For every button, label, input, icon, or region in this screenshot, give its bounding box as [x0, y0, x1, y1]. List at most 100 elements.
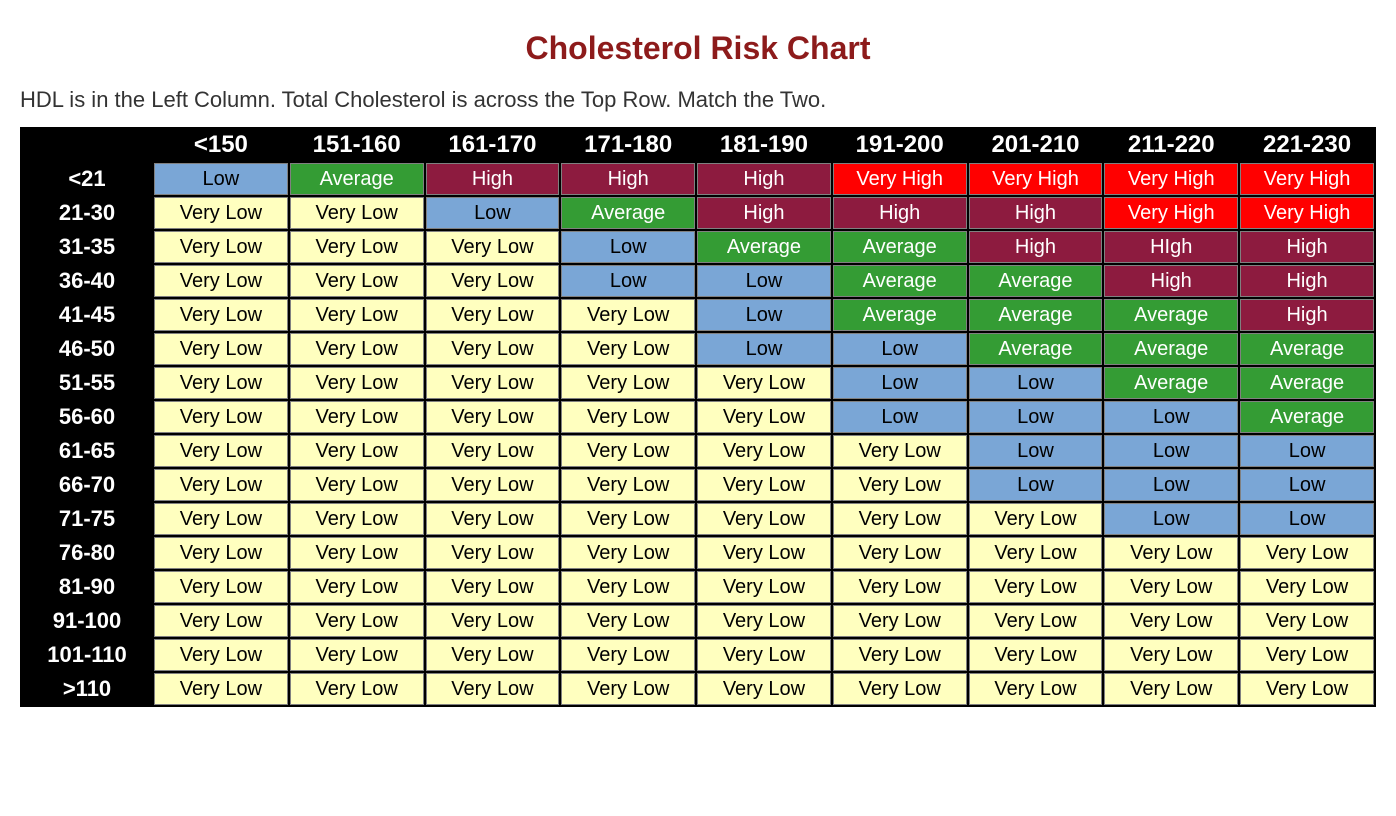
- risk-cell: Very Low: [154, 673, 288, 705]
- risk-cell: Very Low: [561, 639, 695, 671]
- col-header: 221-230: [1240, 129, 1374, 161]
- risk-table: <150151-160161-170171-180181-190191-2002…: [20, 127, 1376, 707]
- risk-cell: Very Low: [697, 503, 831, 535]
- risk-cell: Very Low: [697, 605, 831, 637]
- risk-cell: High: [1240, 231, 1374, 263]
- row-header: 81-90: [22, 571, 152, 603]
- risk-cell: Very Low: [1240, 639, 1374, 671]
- risk-cell: Very Low: [426, 401, 560, 433]
- risk-cell: Low: [833, 333, 967, 365]
- risk-cell: Very Low: [154, 537, 288, 569]
- risk-cell: Average: [1104, 367, 1238, 399]
- risk-cell: Very Low: [154, 231, 288, 263]
- risk-cell: Low: [697, 265, 831, 297]
- table-row: 101-110Very LowVery LowVery LowVery LowV…: [22, 639, 1374, 671]
- risk-cell: Average: [969, 299, 1103, 331]
- col-header: 161-170: [426, 129, 560, 161]
- risk-cell: Very Low: [154, 401, 288, 433]
- risk-cell: Average: [1104, 299, 1238, 331]
- risk-cell: Very Low: [561, 299, 695, 331]
- risk-cell: Low: [1240, 435, 1374, 467]
- row-header: 51-55: [22, 367, 152, 399]
- table-row: >110Very LowVery LowVery LowVery LowVery…: [22, 673, 1374, 705]
- risk-cell: Very Low: [426, 299, 560, 331]
- risk-cell: Very Low: [290, 571, 424, 603]
- risk-cell: Very Low: [154, 265, 288, 297]
- risk-cell: Very Low: [426, 265, 560, 297]
- risk-cell: High: [1240, 265, 1374, 297]
- risk-cell: Very Low: [290, 333, 424, 365]
- risk-cell: Very Low: [697, 537, 831, 569]
- risk-cell: High: [833, 197, 967, 229]
- risk-cell: Very High: [833, 163, 967, 195]
- risk-cell: Average: [697, 231, 831, 263]
- row-header: 36-40: [22, 265, 152, 297]
- row-header: 91-100: [22, 605, 152, 637]
- risk-cell: Very High: [1240, 197, 1374, 229]
- risk-cell: Very Low: [154, 367, 288, 399]
- risk-cell: Average: [1240, 401, 1374, 433]
- risk-cell: Very Low: [426, 367, 560, 399]
- risk-cell: Very High: [1104, 197, 1238, 229]
- risk-cell: Low: [833, 367, 967, 399]
- risk-cell: Low: [1240, 469, 1374, 501]
- risk-cell: High: [697, 197, 831, 229]
- risk-cell: HIgh: [1104, 231, 1238, 263]
- risk-cell: Low: [426, 197, 560, 229]
- risk-cell: Very Low: [1104, 571, 1238, 603]
- table-row: 71-75Very LowVery LowVery LowVery LowVer…: [22, 503, 1374, 535]
- risk-cell: Very Low: [697, 401, 831, 433]
- risk-cell: Very Low: [1104, 639, 1238, 671]
- corner-cell: [22, 129, 152, 161]
- risk-cell: Very Low: [1104, 537, 1238, 569]
- risk-cell: Very Low: [154, 469, 288, 501]
- risk-cell: Very Low: [426, 639, 560, 671]
- table-row: 66-70Very LowVery LowVery LowVery LowVer…: [22, 469, 1374, 501]
- risk-cell: Very Low: [561, 605, 695, 637]
- risk-cell: Average: [561, 197, 695, 229]
- table-row: 51-55Very LowVery LowVery LowVery LowVer…: [22, 367, 1374, 399]
- risk-cell: Very Low: [1240, 571, 1374, 603]
- risk-cell: Very Low: [561, 435, 695, 467]
- risk-cell: Very Low: [290, 367, 424, 399]
- table-row: 56-60Very LowVery LowVery LowVery LowVer…: [22, 401, 1374, 433]
- risk-cell: Very High: [1104, 163, 1238, 195]
- risk-cell: Very Low: [290, 639, 424, 671]
- risk-cell: Average: [969, 333, 1103, 365]
- risk-cell: Very Low: [426, 571, 560, 603]
- risk-cell: High: [1240, 299, 1374, 331]
- table-row: <21LowAverageHighHighHighVery HighVery H…: [22, 163, 1374, 195]
- risk-cell: High: [426, 163, 560, 195]
- risk-cell: Average: [1240, 367, 1374, 399]
- risk-cell: Very Low: [290, 231, 424, 263]
- risk-cell: Very Low: [561, 503, 695, 535]
- risk-cell: Very Low: [561, 469, 695, 501]
- risk-cell: Average: [833, 265, 967, 297]
- row-header: 61-65: [22, 435, 152, 467]
- risk-cell: Very Low: [290, 435, 424, 467]
- risk-cell: Very Low: [969, 639, 1103, 671]
- col-header: 181-190: [697, 129, 831, 161]
- row-header: 101-110: [22, 639, 152, 671]
- risk-cell: Very Low: [1104, 673, 1238, 705]
- row-header: 56-60: [22, 401, 152, 433]
- table-row: 41-45Very LowVery LowVery LowVery LowLow…: [22, 299, 1374, 331]
- risk-cell: Very Low: [697, 469, 831, 501]
- risk-cell: Very Low: [561, 333, 695, 365]
- table-row: 76-80Very LowVery LowVery LowVery LowVer…: [22, 537, 1374, 569]
- risk-cell: Very Low: [1240, 537, 1374, 569]
- risk-cell: Very Low: [154, 503, 288, 535]
- risk-cell: Very Low: [561, 673, 695, 705]
- risk-cell: High: [1104, 265, 1238, 297]
- risk-cell: Low: [969, 401, 1103, 433]
- risk-cell: Low: [697, 299, 831, 331]
- risk-cell: Very Low: [833, 571, 967, 603]
- risk-cell: Very Low: [426, 537, 560, 569]
- risk-cell: Very Low: [833, 537, 967, 569]
- risk-cell: Very Low: [969, 673, 1103, 705]
- risk-cell: Very Low: [290, 265, 424, 297]
- risk-cell: Low: [969, 469, 1103, 501]
- risk-cell: Low: [833, 401, 967, 433]
- risk-cell: Very Low: [426, 231, 560, 263]
- row-header: 66-70: [22, 469, 152, 501]
